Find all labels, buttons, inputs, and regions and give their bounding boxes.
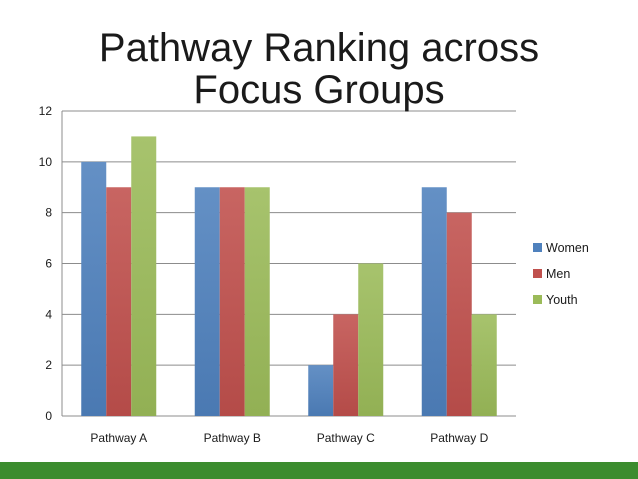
- legend-label-men: Men: [546, 267, 570, 281]
- y-tick-label: 4: [45, 307, 52, 321]
- legend-swatch-women: [533, 243, 542, 252]
- chart-title-container: Pathway Ranking across Focus Groups: [0, 27, 638, 111]
- chart-title: Pathway Ranking across Focus Groups: [98, 26, 540, 112]
- bar-women-pathway-b: [194, 187, 220, 416]
- legend-label-youth: Youth: [546, 293, 578, 307]
- bar-women-pathway-c: [308, 365, 334, 416]
- y-tick-label: 6: [45, 257, 52, 271]
- bar-men-pathway-c: [333, 314, 359, 416]
- legend-swatch-men: [533, 269, 542, 278]
- y-tick-label: 0: [45, 409, 52, 423]
- legend: Women Men Youth: [533, 241, 589, 307]
- bar-men-pathway-b: [219, 187, 245, 416]
- bar-youth-pathway-d: [471, 314, 497, 416]
- legend-label-women: Women: [546, 241, 589, 255]
- x-axis-ticks: Pathway A Pathway B Pathway C Pathway D: [90, 431, 488, 445]
- y-tick-label: 10: [39, 155, 53, 169]
- bar-youth-pathway-b: [244, 187, 270, 416]
- y-tick-label: 8: [45, 206, 52, 220]
- y-axis-ticks: 0 2 4 6 8 10 12: [39, 104, 53, 423]
- legend-swatch-youth: [533, 295, 542, 304]
- x-tick-label: Pathway A: [90, 431, 147, 445]
- x-tick-label: Pathway D: [430, 431, 488, 445]
- bar-men-pathway-d: [446, 212, 472, 416]
- x-tick-label: Pathway B: [204, 431, 261, 445]
- bar-youth-pathway-c: [358, 263, 384, 416]
- y-tick-label: 2: [45, 358, 52, 372]
- bar-youth-pathway-a: [131, 136, 157, 416]
- y-tick-label: 12: [39, 104, 53, 118]
- x-tick-label: Pathway C: [317, 431, 375, 445]
- bar-women-pathway-a: [81, 161, 107, 416]
- bar-women-pathway-d: [421, 187, 447, 416]
- bar-men-pathway-a: [106, 187, 132, 416]
- bars: [81, 136, 497, 416]
- footer-bar: [0, 462, 638, 479]
